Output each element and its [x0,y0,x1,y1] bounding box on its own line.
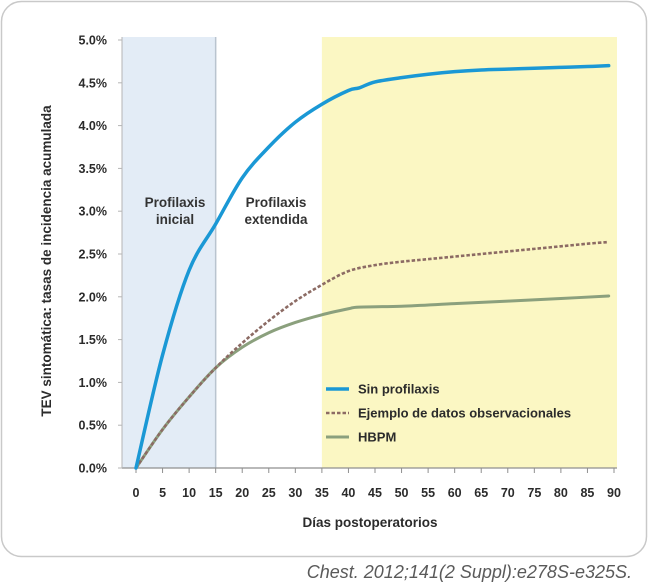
legend-label: HBPM [358,430,396,445]
y-tick-label: 3.0% [79,205,108,219]
y-tick-label: 4.0% [79,119,108,133]
x-tick-label: 0 [133,486,140,500]
x-tick-label: 90 [607,486,621,500]
y-tick-label: 4.5% [79,76,108,90]
y-tick-label: 3.5% [79,162,108,176]
x-tick-label: 10 [182,486,196,500]
x-tick-label: 60 [448,486,462,500]
x-tick-label: 5 [159,486,166,500]
shaded-regions [122,37,617,468]
region-annotation-text: Profilaxis [246,195,307,210]
series-lines [134,63,611,470]
x-axis-label: Días postoperatorios [302,515,437,530]
y-tick-label: 2.0% [79,290,108,304]
region-annotation-text: extendida [244,212,308,227]
x-tick-label: 40 [341,486,355,500]
x-tick-label: 65 [474,486,488,500]
x-tick-label: 45 [368,486,382,500]
x-tick-label: 80 [554,486,568,500]
x-tick-label: 30 [288,486,302,500]
y-tick-label: 0.5% [79,419,108,433]
x-tick-label: 50 [395,486,409,500]
axes: 0 5 10 15 20 25 30 35 40 45 50 55 60 65 70 75 80 85 90 0.0%… [79,34,621,501]
series-line-1 [134,63,611,470]
y-tick-label: 0.0% [79,462,108,476]
x-tick-label: 70 [501,486,515,500]
x-tick-label: 15 [209,486,223,500]
x-tick-label: 25 [262,486,276,500]
x-tick-label: 55 [421,486,435,500]
x-tick-label: 85 [580,486,594,500]
region-annotations: Profilaxis inicial Profilaxis extendida [145,195,308,227]
legend: Sin profilaxis Ejemplo de datos observaci… [326,382,571,445]
y-tick-label: 1.5% [79,333,108,347]
region-annotation-text: Profilaxis [145,195,206,210]
x-tick-label: 35 [315,486,329,500]
y-axis-label: TEV sintomática: tasas de incidencia acu… [39,105,54,417]
y-tick-label: 1.0% [79,376,108,390]
series-line-2 [134,240,609,469]
legend-label: Ejemplo de datos observacionales [358,406,571,421]
shaded-region-1 [122,37,216,468]
x-tick-label: 20 [235,486,249,500]
region-annotation-text: inicial [156,212,194,227]
y-tick-label: 5.0% [79,34,108,48]
x-tick-label: 75 [527,486,541,500]
y-tick-label: 2.5% [79,248,108,262]
legend-label: Sin profilaxis [358,382,440,397]
shaded-region-2 [321,37,617,468]
citation-caption: Chest. 2012;141(2 Suppl):e278S-e325S. [307,562,632,582]
